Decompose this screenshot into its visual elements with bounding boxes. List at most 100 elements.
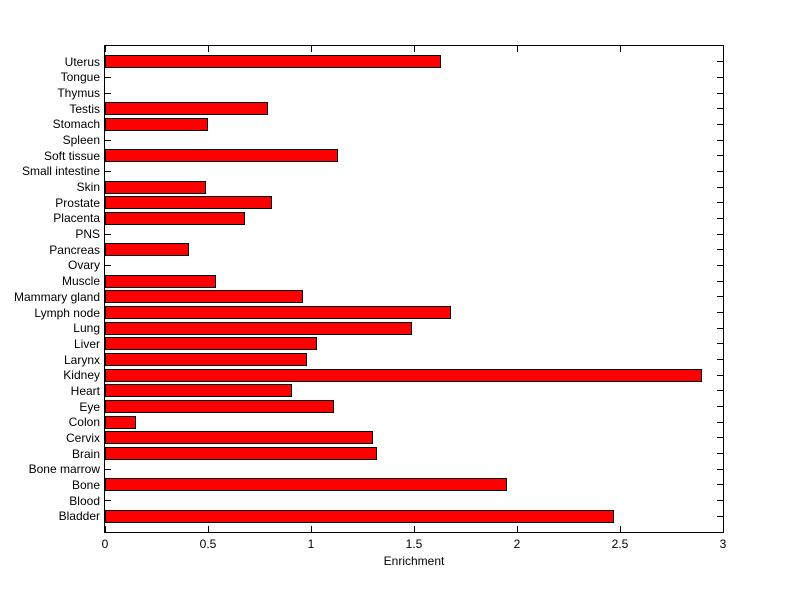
bar-eye	[105, 400, 334, 414]
y-tick-label-stomach: Stomach	[52, 117, 100, 132]
y-tick-left-thymus	[105, 92, 111, 94]
bar-lymph-node	[105, 306, 452, 320]
y-tick-right-testis	[717, 108, 723, 110]
y-tick-label-tongue: Tongue	[60, 70, 100, 85]
y-tick-label-small-intestine: Small intestine	[21, 164, 100, 179]
y-tick-right-tongue	[717, 76, 723, 78]
y-tick-right-pns	[717, 233, 723, 235]
y-tick-label-ovary: Ovary	[67, 258, 100, 273]
y-tick-label-muscle: Muscle	[61, 274, 100, 289]
x-tick-1.5-top	[413, 46, 415, 52]
y-tick-label-brain: Brain	[71, 446, 100, 461]
bar-mammary-gland	[105, 290, 303, 304]
bar-brain	[105, 447, 377, 461]
bar-bone	[105, 478, 507, 492]
bar-pancreas	[105, 243, 190, 257]
x-tick-label-0: 0	[101, 537, 109, 551]
y-tick-label-bone-marrow: Bone marrow	[28, 462, 100, 477]
bar-soft-tissue	[105, 149, 338, 163]
x-tick-0.5-top	[207, 46, 209, 52]
y-tick-label-pancreas: Pancreas	[49, 242, 100, 257]
y-tick-right-kidney	[717, 374, 723, 376]
x-tick-2-bottom	[516, 526, 518, 532]
bar-skin	[105, 180, 206, 194]
y-tick-left-blood	[105, 500, 111, 502]
y-tick-label-testis: Testis	[69, 101, 100, 116]
x-tick-label-1: 1	[307, 537, 315, 551]
y-tick-right-prostate	[717, 202, 723, 204]
y-tick-right-mammary-gland	[717, 296, 723, 298]
x-tick-1.5-bottom	[413, 526, 415, 532]
y-tick-right-pancreas	[717, 249, 723, 251]
y-tick-label-placenta: Placenta	[53, 211, 100, 226]
y-tick-label-kidney: Kidney	[63, 368, 100, 383]
x-tick-2.5-bottom	[619, 526, 621, 532]
y-tick-right-lung	[717, 327, 723, 329]
y-tick-right-colon	[717, 421, 723, 423]
y-tick-label-lung: Lung	[73, 321, 100, 336]
y-tick-label-bladder: Bladder	[58, 509, 100, 524]
x-tick-3-top	[722, 46, 724, 52]
x-tick-label-3: 3	[719, 537, 727, 551]
y-tick-label-skin: Skin	[76, 180, 100, 195]
y-tick-right-small-intestine	[717, 170, 723, 172]
y-tick-right-brain	[717, 453, 723, 455]
y-tick-right-bone-marrow	[717, 468, 723, 470]
y-tick-left-spleen	[105, 139, 111, 141]
x-tick-label-0.5: 0.5	[199, 537, 217, 551]
y-tick-label-liver: Liver	[73, 336, 100, 351]
x-tick-0.5-bottom	[207, 526, 209, 532]
y-tick-left-ovary	[105, 264, 111, 266]
y-tick-label-spleen: Spleen	[62, 133, 100, 148]
y-tick-label-cervix: Cervix	[65, 430, 100, 445]
x-tick-0-top	[104, 46, 106, 52]
y-tick-label-pns: PNS	[75, 227, 100, 242]
y-tick-label-larynx: Larynx	[63, 352, 100, 367]
bar-placenta	[105, 211, 246, 225]
y-tick-right-stomach	[717, 123, 723, 125]
y-tick-right-eye	[717, 406, 723, 408]
bar-larynx	[105, 353, 307, 367]
y-tick-left-tongue	[105, 76, 111, 78]
bar-uterus	[105, 55, 441, 69]
y-tick-label-uterus: Uterus	[64, 54, 100, 69]
bar-heart	[105, 384, 293, 398]
bar-testis	[105, 102, 268, 116]
x-tick-1-top	[310, 46, 312, 52]
y-tick-left-small-intestine	[105, 170, 111, 172]
y-tick-right-soft-tissue	[717, 155, 723, 157]
bar-colon	[105, 415, 136, 429]
y-tick-label-bone: Bone	[71, 477, 100, 492]
y-tick-label-thymus: Thymus	[57, 86, 100, 101]
y-tick-right-spleen	[717, 139, 723, 141]
bar-kidney	[105, 368, 703, 382]
y-tick-label-heart: Heart	[70, 383, 100, 398]
y-tick-right-cervix	[717, 437, 723, 439]
x-tick-2-top	[516, 46, 518, 52]
y-tick-right-blood	[717, 500, 723, 502]
y-tick-right-liver	[717, 343, 723, 345]
y-tick-left-pns	[105, 233, 111, 235]
y-tick-label-eye: Eye	[79, 399, 100, 414]
y-tick-right-ovary	[717, 264, 723, 266]
x-tick-2.5-top	[619, 46, 621, 52]
x-tick-label-2: 2	[513, 537, 521, 551]
y-tick-right-lymph-node	[717, 312, 723, 314]
x-tick-label-1.5: 1.5	[405, 537, 423, 551]
bar-prostate	[105, 196, 272, 210]
x-tick-3-bottom	[722, 526, 724, 532]
bar-bladder	[105, 509, 614, 523]
x-tick-0-bottom	[104, 526, 106, 532]
y-tick-label-lymph-node: Lymph node	[34, 305, 100, 320]
y-tick-right-bone	[717, 484, 723, 486]
y-tick-right-muscle	[717, 280, 723, 282]
y-tick-right-heart	[717, 390, 723, 392]
y-tick-label-mammary-gland: Mammary gland	[13, 289, 100, 304]
bar-cervix	[105, 431, 373, 445]
y-tick-right-thymus	[717, 92, 723, 94]
x-tick-label-2.5: 2.5	[611, 537, 629, 551]
x-axis-title: Enrichment	[383, 554, 445, 568]
bar-muscle	[105, 274, 217, 288]
x-tick-1-bottom	[310, 526, 312, 532]
